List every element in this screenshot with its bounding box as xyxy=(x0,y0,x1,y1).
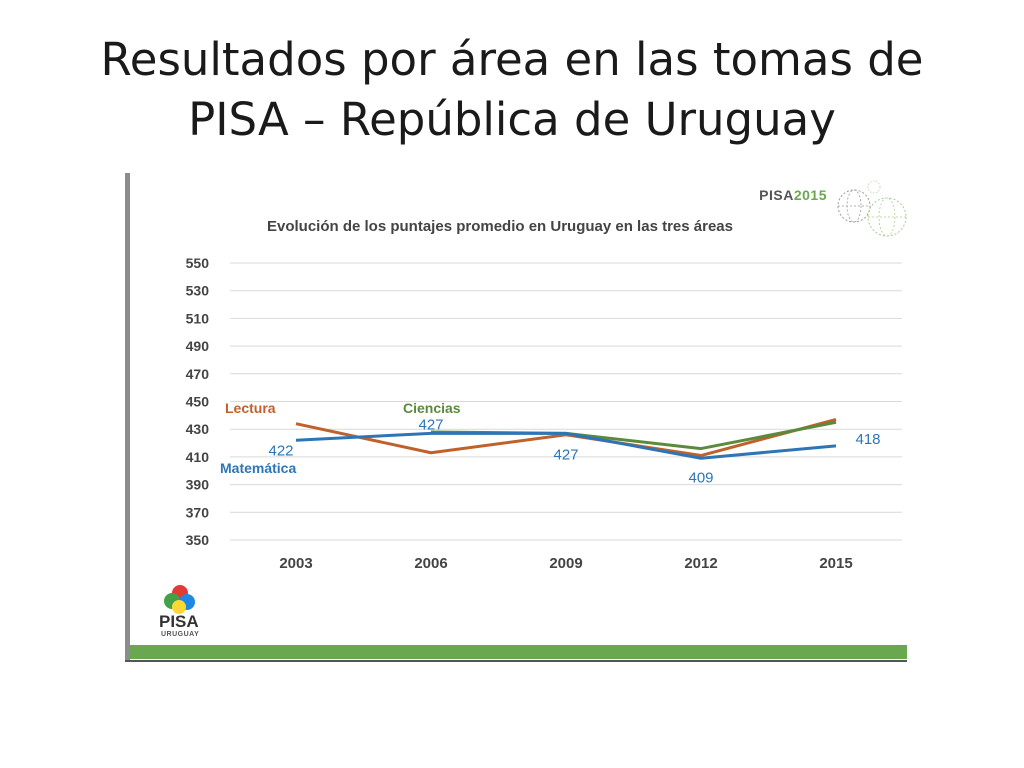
globe-icon xyxy=(837,180,907,237)
chart-title: Evolución de los puntajes promedio en Ur… xyxy=(267,218,733,235)
pisa-2015-badge: PISA2015 xyxy=(759,187,827,203)
x-tick-label: 2009 xyxy=(549,555,582,572)
y-tick-label: 350 xyxy=(186,532,210,548)
y-tick-label: 470 xyxy=(186,366,210,382)
left-frame-bar xyxy=(125,173,130,662)
bottom-frame-line xyxy=(125,660,907,662)
slide-title-line-1: Resultados por área en las tomas de xyxy=(100,33,924,86)
series-name-label: Matemática xyxy=(220,460,296,476)
data-label: 409 xyxy=(688,469,713,486)
y-tick-labels: 550 530 510 490 470 450 430 410 390 370 350 xyxy=(186,255,210,548)
badge-prefix: PISA xyxy=(759,187,794,203)
chart-figure: 550 530 510 490 470 450 430 410 390 370 350 2003 20… xyxy=(125,173,907,662)
logo-name: PISA xyxy=(159,612,199,631)
bottom-accent-bar xyxy=(130,645,907,659)
slide-title-line-2: PISA – República de Uruguay xyxy=(188,93,836,146)
grid-lines xyxy=(230,262,902,541)
y-tick-label: 490 xyxy=(186,338,210,354)
series-name-labels: Lectura Ciencias Matemática xyxy=(220,400,461,476)
y-tick-label: 430 xyxy=(186,421,210,437)
y-tick-label: 410 xyxy=(186,449,210,465)
series-name-label: Ciencias xyxy=(403,400,461,416)
data-label: 418 xyxy=(855,431,880,448)
x-tick-label: 2006 xyxy=(414,555,447,572)
x-tick-label: 2003 xyxy=(279,555,312,572)
y-tick-label: 530 xyxy=(186,283,210,299)
data-labels: 422 427 427 409 418 xyxy=(268,416,880,486)
series-lines xyxy=(295,418,837,460)
logo-subtitle: URUGUAY xyxy=(161,631,200,638)
y-tick-label: 370 xyxy=(186,504,210,520)
pisa-uruguay-logo-icon xyxy=(164,585,195,614)
badge-year: 2015 xyxy=(793,187,827,203)
series-name-label: Lectura xyxy=(225,400,276,416)
x-tick-labels: 2003 2006 2009 2012 2015 xyxy=(279,555,852,572)
data-label: 427 xyxy=(418,416,443,433)
y-tick-label: 450 xyxy=(186,394,210,410)
y-tick-label: 550 xyxy=(186,255,210,271)
y-tick-label: 510 xyxy=(186,310,210,326)
data-label: 422 xyxy=(268,442,293,459)
x-tick-label: 2015 xyxy=(819,555,852,572)
x-tick-label: 2012 xyxy=(684,555,717,572)
y-tick-label: 390 xyxy=(186,477,210,493)
data-label: 427 xyxy=(553,446,578,463)
series-line-matemtica xyxy=(295,431,837,460)
slide-title: Resultados por área en las tomas de PISA… xyxy=(0,30,1024,150)
